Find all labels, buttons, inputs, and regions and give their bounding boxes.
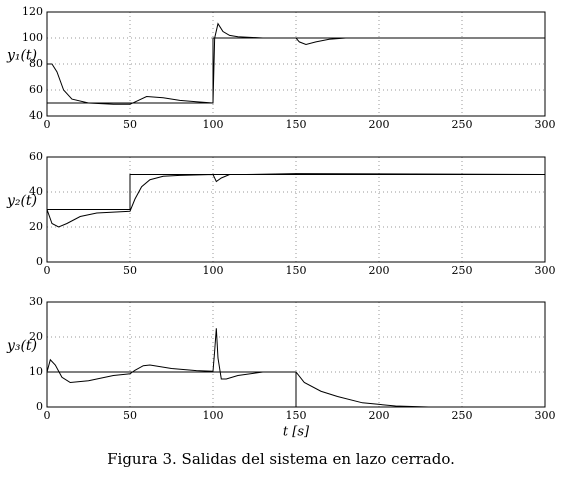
y-tick-label: 20 <box>29 220 43 233</box>
x-tick-label: 250 <box>452 409 473 422</box>
x-tick-label: 200 <box>369 264 390 277</box>
x-tick-label: 50 <box>123 118 137 131</box>
x-tick-label: 0 <box>44 264 51 277</box>
x-tick-label: 100 <box>203 264 224 277</box>
x-tick-label: 50 <box>123 264 137 277</box>
x-tick-label: 200 <box>369 409 390 422</box>
x-tick-label: 200 <box>369 118 390 131</box>
x-tick-label: 150 <box>286 409 307 422</box>
line-series <box>46 328 545 408</box>
line-series <box>46 173 546 228</box>
line-series <box>47 371 545 408</box>
y-axis-label: y₃(t) <box>6 338 37 354</box>
x-tick-label: 300 <box>535 409 556 422</box>
y-tick-label: 80 <box>29 57 43 70</box>
x-tick-label: 250 <box>452 264 473 277</box>
caption: Figura 3. Salidas del sistema en lazo ce… <box>107 450 455 468</box>
x-tick-label: 0 <box>44 118 51 131</box>
line-series <box>47 174 545 210</box>
y-tick-label: 10 <box>29 365 43 378</box>
x-tick-label: 150 <box>286 118 307 131</box>
x-tick-label: 150 <box>286 264 307 277</box>
x-tick-label: 300 <box>535 264 556 277</box>
x-axis-label: t [s] <box>283 425 310 440</box>
x-tick-label: 0 <box>44 409 51 422</box>
y-tick-label: 0 <box>36 255 43 268</box>
x-tick-label: 300 <box>535 118 556 131</box>
x-tick-label: 250 <box>452 118 473 131</box>
x-tick-label: 100 <box>203 118 224 131</box>
line-series <box>47 37 545 104</box>
y-tick-label: 60 <box>29 150 43 163</box>
y-tick-label: 40 <box>29 185 43 198</box>
y-tick-label: 100 <box>22 31 43 44</box>
y-tick-label: 120 <box>22 5 43 18</box>
y-tick-label: 40 <box>29 109 43 122</box>
y-axis-label: y₂(t) <box>6 193 37 209</box>
y-tick-label: 0 <box>36 400 43 413</box>
y-tick-label: 60 <box>29 83 43 96</box>
y-axis-label: y₁(t) <box>6 48 37 64</box>
x-tick-label: 100 <box>203 409 224 422</box>
y-tick-label: 30 <box>29 295 43 308</box>
y-tick-label: 20 <box>29 330 43 343</box>
x-tick-label: 50 <box>123 409 137 422</box>
line-series <box>47 22 545 105</box>
